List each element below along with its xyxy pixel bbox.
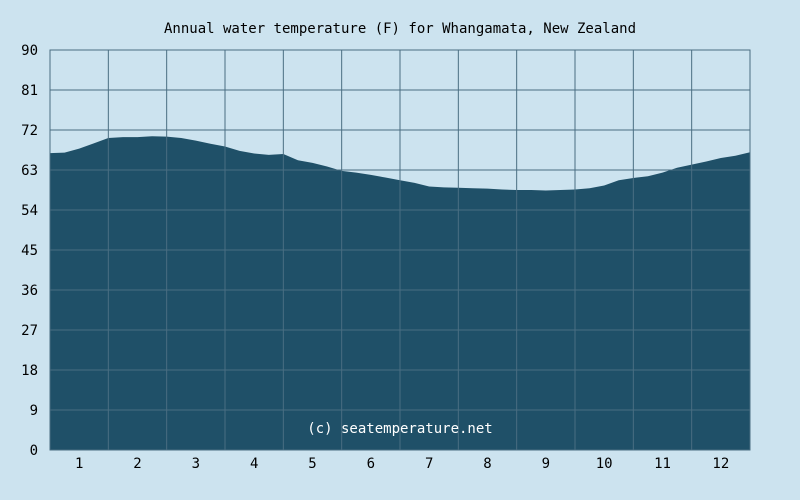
y-tick-label: 72 — [21, 123, 38, 139]
y-tick-label: 36 — [21, 283, 38, 299]
x-tick-label: 5 — [308, 456, 316, 472]
x-tick-label: 4 — [250, 456, 258, 472]
x-tick-label: 12 — [712, 456, 729, 472]
x-tick-label: 3 — [192, 456, 200, 472]
x-tick-label: 2 — [133, 456, 141, 472]
watermark-text: (c) seatemperature.net — [307, 421, 492, 437]
y-tick-label: 63 — [21, 163, 38, 179]
x-axis-ticks: 1 2 3 4 5 6 7 8 9 10 11 12 — [75, 456, 729, 472]
x-tick-label: 7 — [425, 456, 433, 472]
y-tick-label: 9 — [30, 403, 38, 419]
x-tick-label: 11 — [654, 456, 671, 472]
chart-title: Annual water temperature (F) for Whangam… — [164, 21, 636, 37]
y-tick-label: 45 — [21, 243, 38, 259]
x-tick-label: 1 — [75, 456, 83, 472]
x-tick-label: 6 — [367, 456, 375, 472]
x-tick-label: 8 — [483, 456, 491, 472]
y-tick-label: 90 — [21, 43, 38, 59]
y-tick-label: 54 — [21, 203, 38, 219]
plot-border — [49, 49, 751, 451]
y-tick-label: 81 — [21, 83, 38, 99]
y-tick-label: 18 — [21, 363, 38, 379]
x-tick-label: 9 — [542, 456, 550, 472]
x-tick-label: 10 — [596, 456, 613, 472]
grid-lines — [49, 49, 751, 451]
y-tick-label: 0 — [30, 443, 38, 459]
y-axis-ticks: 0 9 18 27 36 45 54 63 72 81 90 — [21, 43, 38, 459]
y-tick-label: 27 — [21, 323, 38, 339]
